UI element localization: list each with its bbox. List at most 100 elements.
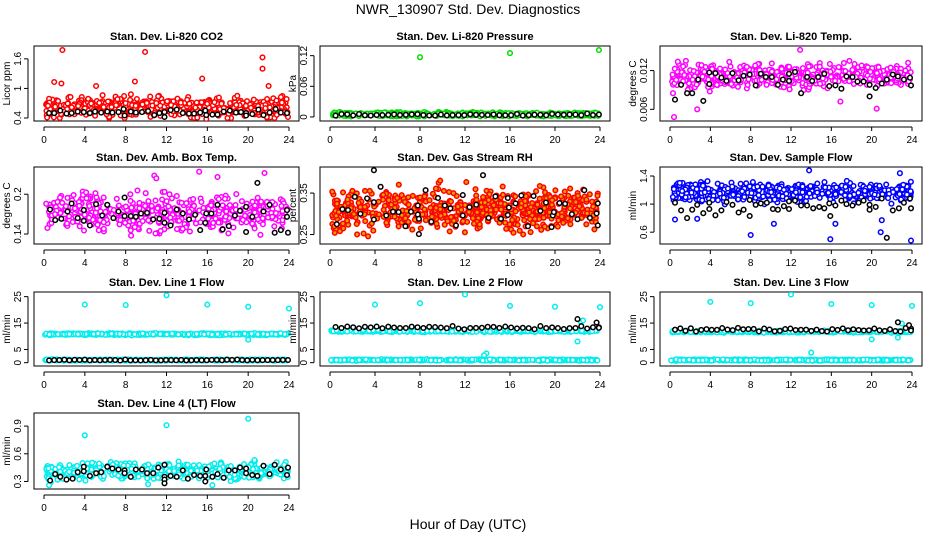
data-point [481,199,488,206]
data-point [900,76,907,83]
data-point [846,57,853,64]
data-point [142,202,149,209]
data-point [746,212,753,220]
data-point [161,219,168,226]
data-point [241,212,249,219]
data-point [80,207,87,214]
data-point [74,331,82,338]
data-point [502,219,509,226]
data-point [150,331,157,338]
data-point [735,77,742,84]
data-point [780,186,787,193]
data-point [900,181,907,188]
x-tick-label: 12 [785,258,797,269]
data-point [538,226,545,233]
data-point [452,222,460,229]
data-point [883,76,890,83]
data-point [860,78,867,85]
data-point [497,200,504,207]
plot-frame [659,45,923,122]
points-layer [43,168,292,239]
data-point [671,96,679,103]
data-point [57,107,64,114]
data-point [224,114,231,121]
data-point [718,74,725,81]
points-layer [328,292,604,364]
data-point [459,218,467,225]
data-point [492,193,499,200]
x-tick-label: 20 [243,135,255,146]
data-point [395,209,402,216]
data-point [115,109,122,116]
data-point [110,215,117,222]
points-layer [669,167,915,244]
data-point [876,76,883,83]
y-tick-label: 0.12 [299,45,310,65]
data-point [785,198,793,205]
data-point [768,189,775,196]
data-point [422,217,429,224]
data-point [173,106,180,113]
data-point [218,357,225,364]
data-point [670,186,677,193]
data-point [866,206,873,213]
data-point [223,356,231,363]
data-point [379,112,386,119]
data-point [370,227,377,234]
data-point [127,357,134,364]
data-point [161,188,168,195]
data-point [215,196,222,203]
data-point [843,177,850,184]
panel-title: Stan. Dev. Amb. Box Temp. [96,152,237,164]
data-point [344,111,351,118]
data-point [842,68,849,75]
data-point [152,230,159,237]
data-point [74,215,81,222]
data-point [437,177,444,184]
data-point [583,221,590,228]
data-point [380,196,387,203]
data-point [194,114,201,121]
data-point [486,328,494,335]
data-point [566,111,573,118]
data-point [81,356,88,363]
data-point [153,175,160,182]
data-point [405,201,412,208]
x-tick-label: 0 [667,258,673,269]
x-tick-label: 24 [906,258,918,269]
y-tick-label: 0.6 [639,225,650,239]
data-point [806,190,813,197]
data-point [739,188,746,195]
data-point [533,223,540,230]
data-point [241,330,248,337]
data-point [531,111,538,118]
data-point [835,64,842,71]
data-point [152,197,159,204]
x-tick-label: 8 [123,135,129,146]
data-point [814,189,821,196]
x-tick-label: 20 [243,380,255,391]
data-point [730,191,737,198]
x-tick-label: 20 [549,135,561,146]
y-axis-label: ml/min [288,314,299,343]
data-point [746,183,753,190]
data-point [102,208,109,215]
data-point [780,84,787,91]
data-point [109,109,116,116]
data-point [86,110,93,117]
data-point [513,110,521,118]
data-point [669,193,676,201]
data-point [778,65,785,72]
data-point [243,112,250,119]
y-tick-label: 0.06 [299,76,310,96]
x-tick-label: 24 [594,258,606,269]
x-tick-label: 4 [372,258,378,269]
data-point [821,70,828,77]
data-point [161,113,168,121]
data-point [816,63,823,70]
data-point [568,211,575,218]
data-point [574,216,581,223]
